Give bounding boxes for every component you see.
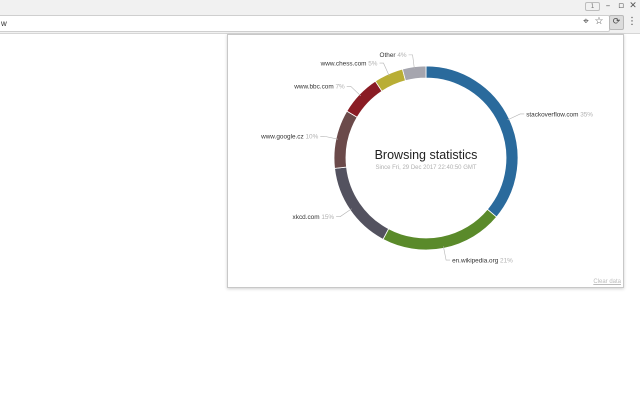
donut-slice[interactable] [382,208,498,251]
donut-slice[interactable] [333,110,358,169]
slice-label-name: www.chess.com [320,60,369,67]
slice-label-name: en.wikipedia.org [452,257,500,264]
slice-labels: stackoverflow.com 35% en.wikipedia.org 21… [260,52,593,264]
label-leader-line [379,62,390,76]
slice-label-percent: 10% [305,134,318,141]
slice-label-percent: 21% [500,257,513,264]
slice-label-percent: 5% [368,60,378,67]
slice-label: stackoverflow.com 35% [526,111,593,118]
minimize-button[interactable]: – [605,1,611,11]
donut-chart: stackoverflow.com 35% en.wikipedia.org 21… [260,52,593,264]
extension-icon[interactable]: ⟳ [609,15,624,30]
label-leader-line [346,85,362,97]
menu-icon[interactable]: ⋮ [627,16,637,27]
label-leader-line [320,135,339,140]
url-text: w [1,19,7,28]
slice-label-name: stackoverflow.com [526,111,580,118]
chart-title: Browsing statistics [375,148,478,162]
label-leader-line [443,246,451,261]
slice-label-name: xkcd.com [293,214,322,221]
slice-label-name: www.google.cz [260,134,305,141]
label-leader-line [507,113,525,121]
chart-subtitle: Since Fri, 29 Dec 2017 22:40:50 GMT [375,165,476,171]
slice-label: Other 4% [380,52,407,59]
donut-slice[interactable] [374,68,406,92]
donut-slices [333,65,519,251]
donut-slice[interactable] [401,65,427,82]
slice-label: www.chess.com 5% [320,60,378,67]
slice-label-name: www.bbc.com [293,84,335,91]
target-icon[interactable]: ⌖ [583,16,589,27]
slice-label-percent: 7% [335,84,345,91]
donut-slice[interactable] [346,80,383,118]
profile-badge[interactable]: 1 [585,2,600,11]
slice-label: xkcd.com 15% [293,214,335,221]
slice-label-name: Other [380,52,398,59]
clear-data-link[interactable]: Clear data [593,279,621,285]
donut-slice[interactable] [334,166,390,240]
browsing-stats-popup: stackoverflow.com 35% en.wikipedia.org 21… [227,34,624,288]
star-icon[interactable]: ☆ [594,16,604,27]
slice-label-percent: 15% [321,214,334,221]
slice-label: www.bbc.com 7% [293,84,345,91]
donut-slice[interactable] [425,65,519,218]
slice-label-percent: 4% [397,52,407,59]
slice-label-percent: 35% [580,111,593,118]
maximize-button[interactable]: ▫ [617,1,625,11]
address-bar[interactable]: w [0,15,610,32]
label-leader-line [408,54,415,69]
slice-label: en.wikipedia.org 21% [452,257,513,264]
label-leader-line [336,208,352,217]
window-title-bar: 1 – ▫ ✕ [0,0,640,13]
slice-label: www.google.cz 10% [260,134,319,141]
browser-toolbar: w ⌖ ☆ ⟳ ⋮ [0,13,640,34]
close-window-button[interactable]: ✕ [629,1,637,11]
